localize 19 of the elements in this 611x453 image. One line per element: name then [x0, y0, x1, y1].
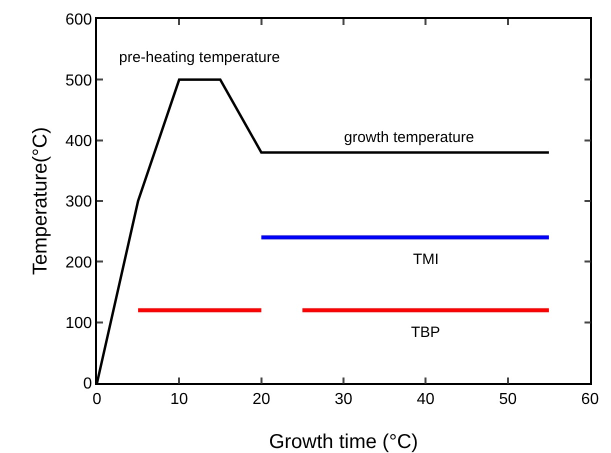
x-tick-label: 50 — [498, 390, 517, 408]
annotation: TBP — [411, 324, 440, 341]
y-tick-label: 300 — [65, 194, 92, 211]
y-tick-label: 500 — [65, 72, 92, 90]
y-tick-label: 100 — [65, 314, 92, 332]
x-tick-label: 60 — [581, 390, 599, 408]
y-tick-label: 0 — [83, 376, 92, 393]
y-axis-title: Temperature(°C) — [30, 126, 52, 276]
y-tick-label: 400 — [65, 132, 92, 150]
x-tick-label: 20 — [252, 390, 270, 408]
x-tick-label: 10 — [170, 390, 188, 408]
annotation: pre-heating temperature — [119, 49, 280, 66]
annotation: TMI — [413, 251, 439, 268]
y-tick-label: 600 — [65, 12, 92, 29]
x-tick-label: 40 — [416, 390, 435, 408]
annotation: growth temperature — [344, 129, 474, 146]
y-tick-label: 200 — [65, 254, 92, 272]
x-axis-title: Growth time (°C) — [268, 431, 418, 453]
x-tick-label: 30 — [334, 390, 352, 408]
